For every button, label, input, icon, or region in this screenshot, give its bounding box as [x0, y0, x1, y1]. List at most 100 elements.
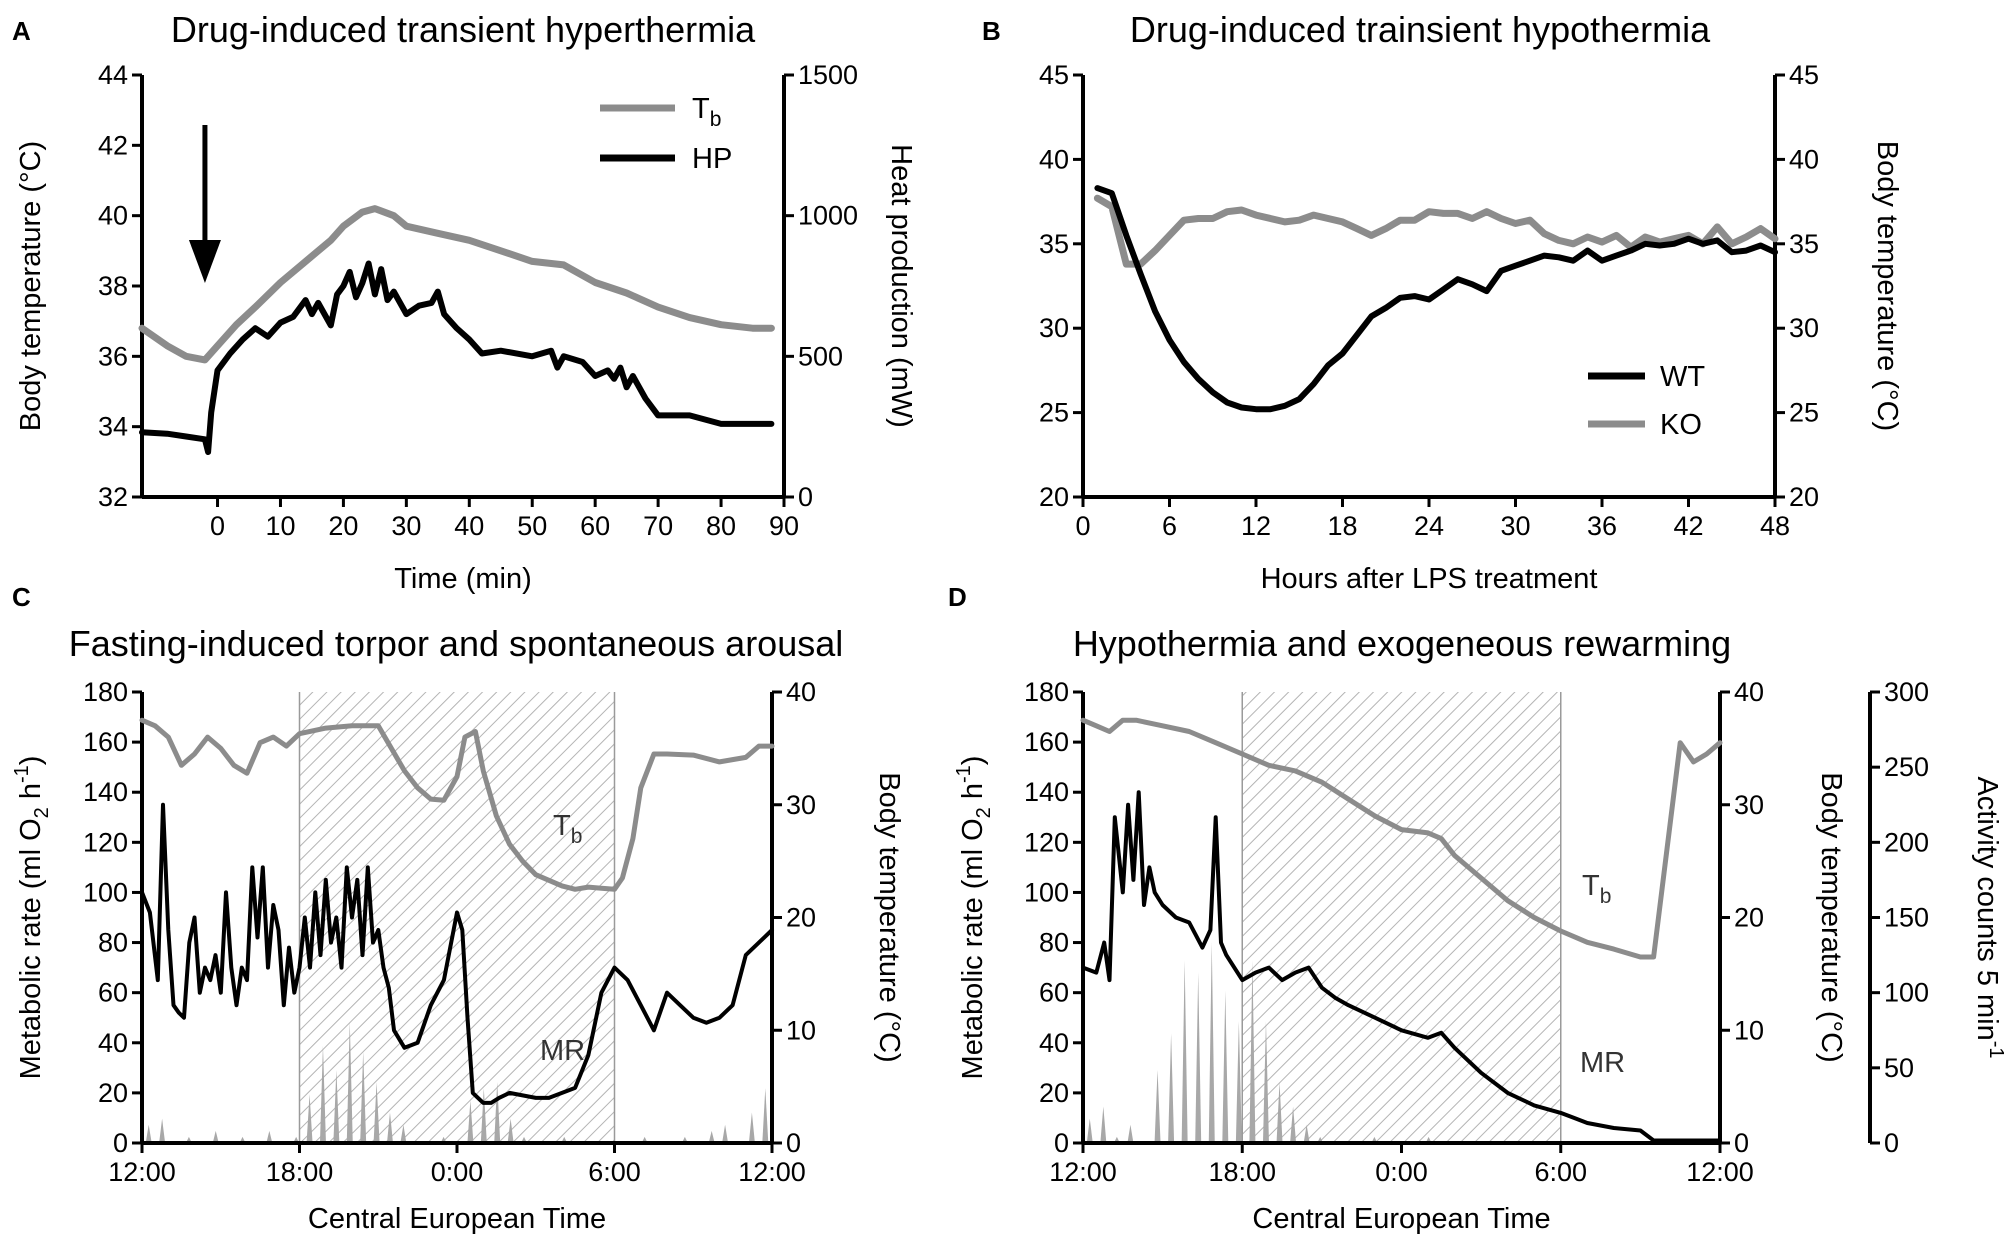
panel-c-right-axis-tick-label: 20 [786, 903, 816, 933]
panel-a-arrow-head [188, 240, 221, 283]
panel-d-activity-bar [1249, 960, 1256, 1143]
panel-d-activity-axis-tick-label: 200 [1884, 827, 1929, 857]
panel-b-x-tick-label: 0 [1075, 511, 1090, 541]
panel-d-activity-bar [1181, 960, 1188, 1143]
panel-c-activity-bar [306, 1094, 313, 1143]
panel-b-letter: B [982, 16, 1001, 46]
panel-d-activity-axis-tick-label: 150 [1884, 903, 1929, 933]
panel-c-activity-bar [212, 1130, 219, 1143]
panel-d-x-tick-label: 12:00 [1686, 1157, 1754, 1187]
panel-c-right-axis-tick-label: 40 [786, 677, 816, 707]
panel-b-x-tick-label: 30 [1500, 511, 1530, 541]
panel-c-letter: C [12, 582, 31, 612]
panel-d-activity-bar [1127, 1124, 1134, 1143]
panel-b-right-axis-tick-label: 25 [1789, 398, 1819, 428]
panel-b-x-tick-label: 18 [1327, 511, 1357, 541]
panel-c-activity-bar [762, 1088, 769, 1143]
panel-d-activity-bar [1222, 990, 1229, 1143]
panel-d-left-axis-tick-label: 100 [1024, 877, 1069, 907]
panel-c-left-axis-tick-label: 0 [113, 1128, 128, 1158]
panel-d-activity-axis-tick-label: 250 [1884, 752, 1929, 782]
panel-b-ko-line [1093, 194, 1779, 268]
panel-a-x-label: Time (min) [394, 563, 531, 595]
panel-a-left-axis-tick-label: 32 [98, 482, 128, 512]
panel-a-left-axis-tick-label: 40 [98, 201, 128, 231]
panel-c-right-axis-tick-label: 10 [786, 1015, 816, 1045]
panel-d-activity-axis-label: Activity counts 5 min-1 [1971, 776, 2007, 1058]
panel-d-activity-bar [1235, 1021, 1242, 1143]
panel-a-left-axis-tick-label: 42 [98, 130, 128, 160]
panel-d-night-hatch [1242, 692, 1561, 1143]
panel-c-activity-bar [386, 1112, 393, 1143]
panel-d-x-label: Central European Time [1252, 1203, 1550, 1235]
panel-a-left-axis-tick-label: 36 [98, 341, 128, 371]
panel-d-activity-bar [1262, 1021, 1269, 1143]
panel-c-activity-bar [346, 1021, 353, 1143]
panel-d-mr-line [1081, 790, 1722, 1143]
panel-d-right-axis-tick-label: 0 [1734, 1128, 1749, 1158]
series-layer [138, 104, 1779, 1143]
panel-c-mr-line [140, 802, 774, 1105]
panel-b-left-axis-tick-label: 20 [1039, 482, 1069, 512]
panel-d-activity-bar [1086, 1118, 1093, 1143]
panel-d-activity-bar [1154, 1069, 1161, 1143]
panel-c-left-axis-tick-label: 40 [98, 1028, 128, 1058]
panel-a-left-axis-tick-label: 34 [98, 412, 128, 442]
panel-c-left-axis-tick-label: 140 [83, 777, 128, 807]
panel-c-x-label: Central European Time [308, 1203, 606, 1235]
panel-b-y2-label: Body temperature (°C) [1871, 141, 1903, 431]
panel-c-y2-label: Body temperature (°C) [873, 772, 905, 1062]
panel-d-tb-annotation: Tb [1582, 870, 1611, 908]
panel-a-right-axis-tick-label: 1000 [798, 201, 858, 231]
panel-c-activity-bar [319, 1045, 326, 1143]
panel-d-x-tick-label: 0:00 [1375, 1157, 1428, 1187]
panel-a-left-axis-tick-label: 38 [98, 271, 128, 301]
panel-c-activity-bar [722, 1124, 729, 1143]
panel-b-legend-ko-label: KO [1660, 409, 1702, 441]
panel-d-left-axis-tick-label: 40 [1039, 1028, 1069, 1058]
panel-a-legend-tb-label: Tb [692, 93, 721, 131]
panel-b-left-axis-tick-label: 35 [1039, 229, 1069, 259]
panel-a-x-tick-label: 90 [769, 511, 799, 541]
panel-b-x-tick-label: 36 [1587, 511, 1617, 541]
panel-d-left-axis-tick-label: 60 [1039, 978, 1069, 1008]
panel-d-activity-bar [1208, 942, 1215, 1143]
panel-d-tb-line [1080, 717, 1723, 960]
panel-a-left-axis-tick-label: 44 [98, 60, 128, 90]
panel-b-title: Drug-induced trainsient hypothermia [1130, 9, 1711, 50]
panel-d-x-tick-label: 12:00 [1049, 1157, 1117, 1187]
panel-d-activity-bar [1195, 972, 1202, 1143]
panel-d-x-tick-label: 18:00 [1208, 1157, 1276, 1187]
panel-d-letter: D [948, 582, 967, 612]
panel-c-tb-annotation: Tb [553, 810, 582, 848]
panel-a-legend-hp-label: HP [692, 143, 732, 175]
panel-b-left-axis-tick-label: 45 [1039, 60, 1069, 90]
panel-a-x-tick-label: 10 [265, 511, 295, 541]
panel-c-x-tick-label: 6:00 [588, 1157, 641, 1187]
panel-b-right-axis-tick-label: 45 [1789, 60, 1819, 90]
panel-c-activity-bar [467, 1100, 474, 1143]
panel-d-title: Hypothermia and exogeneous rewarming [1073, 623, 1731, 664]
panel-d-activity-bar [1276, 1082, 1283, 1143]
panel-d-mr-annotation: MR [1580, 1047, 1625, 1079]
panel-d-x-tick-label: 6:00 [1534, 1157, 1587, 1187]
axes-layer [132, 73, 1880, 1153]
panel-c-activity-bar [360, 1051, 367, 1143]
panel-d-left-axis-tick-label: 140 [1024, 777, 1069, 807]
panel-b-right-axis-tick-label: 30 [1789, 313, 1819, 343]
panel-d-activity-axis-tick-label: 100 [1884, 978, 1929, 1008]
panel-a-hp-line [139, 260, 775, 455]
panel-a-x-tick-label: 30 [391, 511, 421, 541]
panel-d-activity-bar [1303, 1124, 1310, 1143]
panel-b-x-tick-label: 24 [1414, 511, 1444, 541]
panel-a-x-tick-label: 70 [643, 511, 673, 541]
panel-d-right-axis-tick-label: 40 [1734, 677, 1764, 707]
panel-d-left-axis-tick-label: 180 [1024, 677, 1069, 707]
panel-c-title: Fasting-induced torpor and spontaneous a… [69, 623, 844, 664]
panel-c-activity-bar [494, 1082, 501, 1143]
panel-d-y2-label: Body temperature (°C) [1815, 772, 1847, 1062]
panel-a-right-axis-tick-label: 0 [798, 482, 813, 512]
panel-c-left-axis-tick-label: 180 [83, 677, 128, 707]
panel-c-right-axis-tick-label: 0 [786, 1128, 801, 1158]
